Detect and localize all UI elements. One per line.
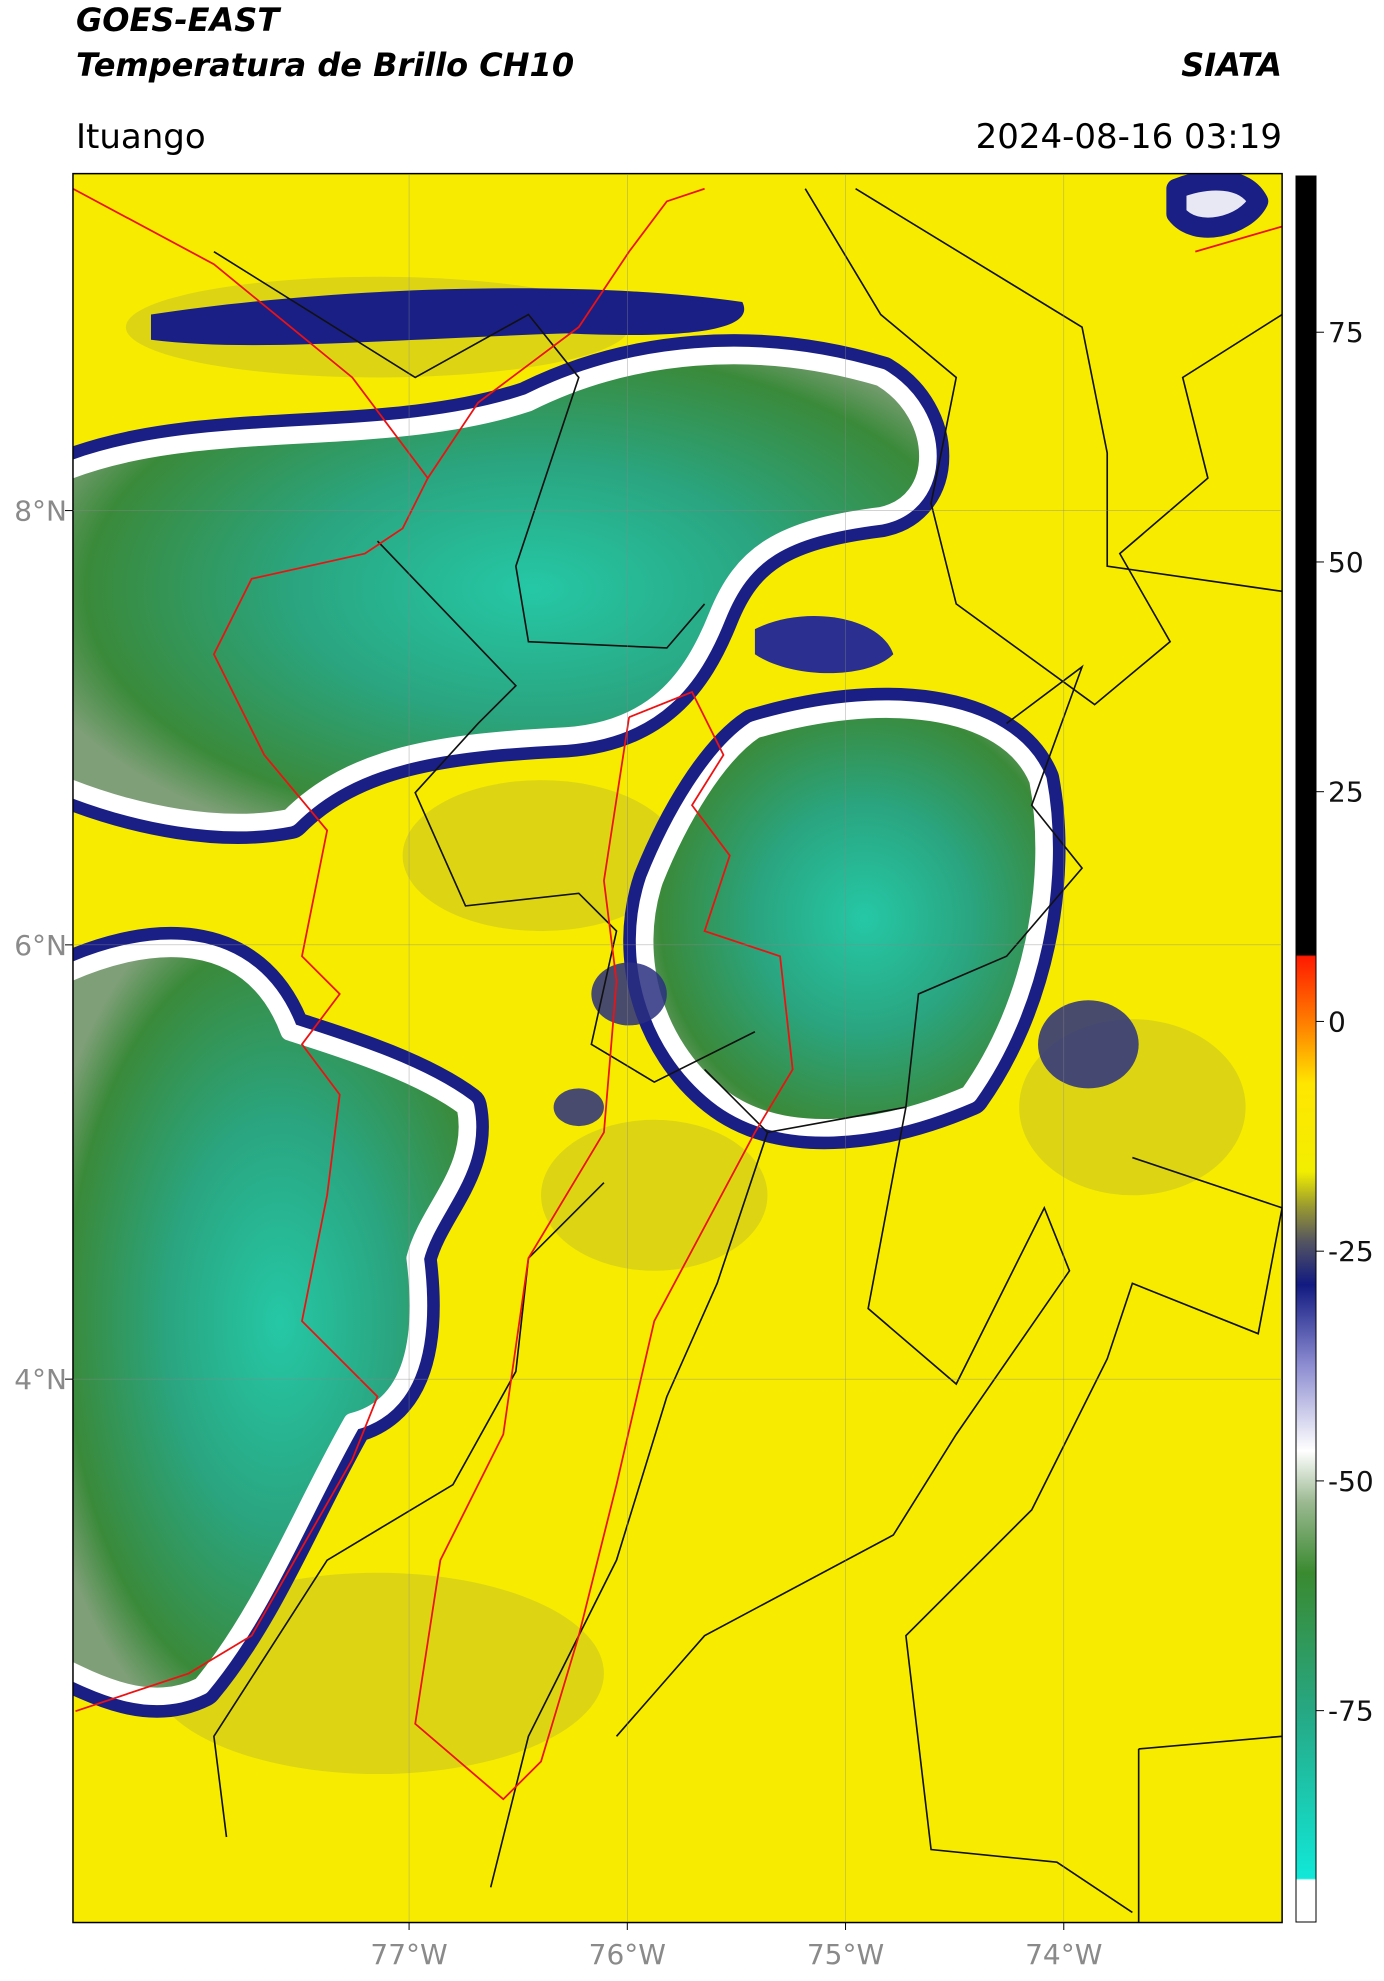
- colorbar-tick-label: 25: [1328, 776, 1364, 809]
- colorbar-tick-label: 0: [1328, 1005, 1346, 1038]
- datetime: 2024-08-16 03:19: [976, 117, 1282, 157]
- lat-tick-label: 8°N: [14, 495, 67, 528]
- colorbar-tick-label: -50: [1328, 1465, 1374, 1498]
- lat-tick-label: 6°N: [14, 929, 67, 962]
- title: GOES-EAST: [76, 1, 281, 39]
- imagery: [72, 172, 1283, 1924]
- lon-tick-label: 77°W: [370, 1938, 447, 1971]
- colorbar: [1295, 175, 1317, 1923]
- region: Ituango: [76, 117, 206, 157]
- lon-tick-label: 74°W: [1025, 1938, 1102, 1971]
- lon-tick-label: 75°W: [807, 1938, 884, 1971]
- colorbar-tick-label: 50: [1328, 546, 1364, 579]
- source: SIATA: [1181, 46, 1282, 84]
- subtitle: Temperatura de Brillo CH10: [76, 46, 574, 84]
- lon-tick-label: 76°W: [589, 1938, 666, 1971]
- colorbar-tick-label: 75: [1328, 316, 1364, 349]
- lat-tick-label: 4°N: [14, 1363, 67, 1396]
- colorbar-tick-label: -75: [1328, 1695, 1374, 1728]
- colorbar-tick-label: -25: [1328, 1235, 1374, 1268]
